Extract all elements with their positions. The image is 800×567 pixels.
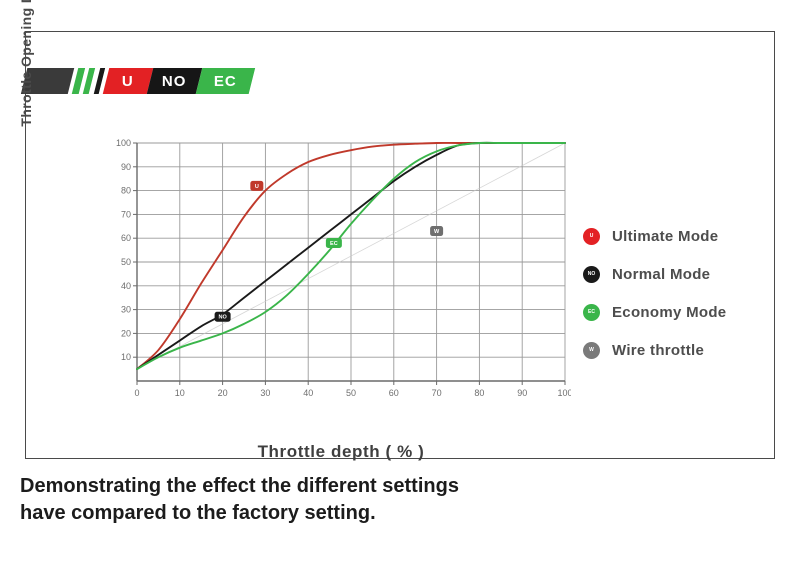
svg-text:0: 0: [134, 388, 139, 398]
legend-dot-normal-icon: NO: [583, 265, 600, 283]
legend-label-economy: Economy Mode: [612, 303, 727, 321]
y-axis-title: Throttle Opening Degree ( % ): [18, 0, 34, 127]
svg-text:W: W: [434, 229, 440, 235]
legend-label-ultimate: Ultimate Mode: [612, 227, 719, 245]
svg-text:50: 50: [121, 257, 131, 267]
curve-marker-no: NO: [214, 311, 231, 322]
legend-dot-economy-icon: EC: [583, 303, 600, 321]
series-curves: [136, 141, 566, 371]
x-axis-title: Throttle depth ( % ): [257, 442, 425, 461]
legend-dot-ultimate-icon: U: [583, 227, 600, 245]
logo-u-text: U: [121, 72, 134, 90]
caption: Demonstrating the effect the different s…: [20, 473, 620, 527]
logo-black-block: NO: [146, 68, 203, 94]
legend-dot-wire-icon: W: [583, 341, 600, 359]
caption-line-1: Demonstrating the effect the different s…: [20, 475, 459, 497]
throttle-response-chart: 10 20 30 40 50 60 70 80 90 100 0 10 20 30 40 50 60 70 80 9…: [116, 138, 571, 398]
svg-text:90: 90: [121, 162, 131, 172]
svg-text:20: 20: [218, 388, 228, 398]
chart-panel: U NO EC Throttle Opening Degree ( % ) 10…: [18, 0, 775, 461]
legend-item-economy-mode: EC Economy Mode: [583, 293, 773, 331]
x-tick-labels: 0 10 20 30 40 50 60 70 80 90 100: [134, 388, 571, 398]
svg-text:20: 20: [121, 328, 131, 338]
chart-legend: U Ultimate Mode NO Normal Mode EC Econom…: [583, 217, 773, 369]
legend-label-normal: Normal Mode: [612, 265, 711, 283]
svg-text:80: 80: [474, 388, 484, 398]
svg-text:U: U: [255, 184, 259, 190]
svg-text:NO: NO: [218, 315, 227, 321]
grid-lines: [137, 142, 566, 381]
svg-text:70: 70: [432, 388, 442, 398]
logo-green-block: EC: [196, 68, 256, 94]
logo-ec-text: EC: [214, 72, 238, 90]
svg-text:90: 90: [517, 388, 527, 398]
caption-line-2: have compared to the factory setting.: [20, 502, 376, 524]
plot-area: 10 20 30 40 50 60 70 80 90 100 0 10 20 30 40 50 60 70 80 9…: [111, 135, 571, 411]
logo-red-block: U: [102, 68, 153, 94]
svg-text:40: 40: [303, 388, 313, 398]
tick-marks: [133, 142, 566, 385]
svg-text:100: 100: [116, 138, 131, 148]
svg-text:40: 40: [121, 281, 131, 291]
curve-marker-ec: EC: [325, 237, 342, 248]
legend-item-ultimate-mode: U Ultimate Mode: [583, 217, 773, 255]
legend-item-wire-throttle: W Wire throttle: [583, 331, 773, 369]
svg-text:80: 80: [121, 186, 131, 196]
svg-text:60: 60: [121, 233, 131, 243]
svg-text:50: 50: [346, 388, 356, 398]
svg-text:100: 100: [557, 388, 571, 398]
unoec-logo-banner: U NO EC: [20, 68, 256, 94]
y-tick-labels: 10 20 30 40 50 60 70 80 90 100: [116, 138, 131, 362]
series-markers: U NO EC W: [214, 180, 444, 322]
svg-text:10: 10: [121, 352, 131, 362]
svg-text:60: 60: [389, 388, 399, 398]
curve-marker-u: U: [250, 180, 264, 191]
svg-text:10: 10: [175, 388, 185, 398]
svg-text:30: 30: [121, 305, 131, 315]
svg-text:30: 30: [260, 388, 270, 398]
logo-no-text: NO: [162, 72, 187, 90]
curve-marker-w: W: [430, 226, 444, 237]
legend-label-wire: Wire throttle: [612, 341, 705, 359]
legend-item-normal-mode: NO Normal Mode: [583, 255, 773, 293]
svg-text:EC: EC: [330, 241, 338, 247]
svg-text:70: 70: [121, 209, 131, 219]
